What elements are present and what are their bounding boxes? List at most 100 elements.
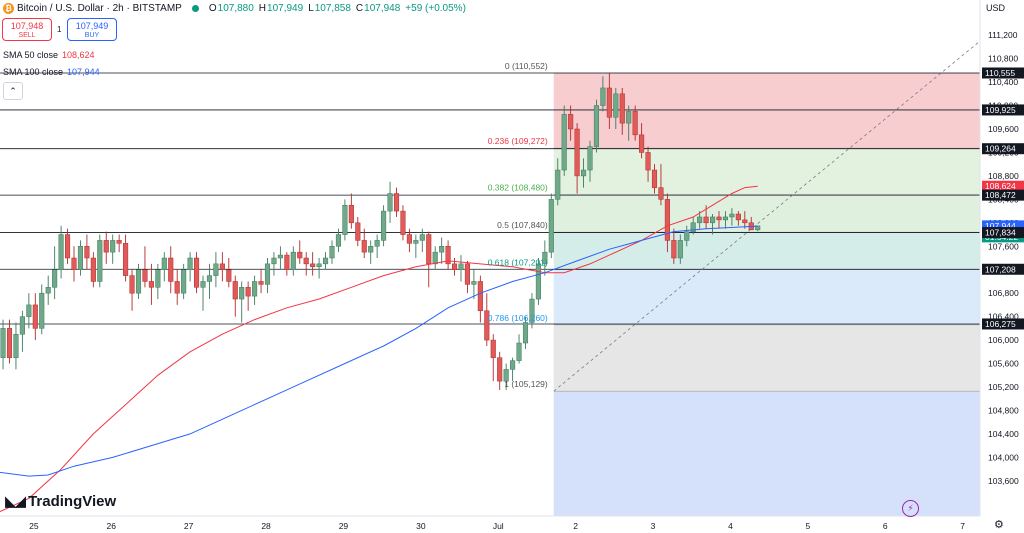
time-axis-background [0, 516, 980, 533]
price-tick-label: 106,400 [988, 312, 1019, 322]
time-tick-label: 25 [29, 521, 39, 531]
candle-body [742, 219, 748, 224]
candle-body [497, 357, 503, 382]
sma50-value: 108,624 [62, 50, 95, 60]
time-tick-label: 6 [883, 521, 888, 531]
gear-icon[interactable]: ⚙ [994, 519, 1004, 531]
candle-body [71, 257, 77, 270]
candle-body [406, 234, 412, 244]
price-axis-badge: 108,472 [982, 189, 1024, 201]
price-axis-badge-text: 106,275 [985, 319, 1016, 329]
candle-body [722, 216, 729, 221]
price-axis-badge-bg [982, 189, 1024, 201]
price-axis-badge: 109,925 [982, 104, 1024, 116]
candle-body [735, 213, 741, 221]
candle-body [239, 287, 245, 300]
tradingview-mark-icon: ◣◢ [5, 493, 26, 510]
fib-zone-0.5 [553, 232, 980, 270]
fib-level-label-1: 1 (105,129) [504, 379, 548, 389]
candle-body [200, 281, 206, 288]
time-tick-label: 2 [573, 521, 578, 531]
ohlc-open-key: O [208, 2, 217, 14]
buy-button[interactable]: 107,949 BUY [67, 18, 117, 41]
time-tick-label: 29 [339, 521, 349, 531]
price-axis-badge-bg [982, 227, 1024, 239]
candle-body [593, 105, 600, 147]
buy-price: 107,949 [75, 21, 109, 31]
fib-level-label-0: 0 (110,552) [505, 61, 548, 71]
candle-body [445, 246, 451, 265]
candle-body [52, 269, 58, 288]
candle-body [432, 251, 438, 265]
candle-body [439, 246, 445, 253]
ohlc-low-key: L [308, 2, 314, 14]
currency-selector[interactable]: USD [986, 3, 1006, 13]
candle-body [426, 234, 432, 265]
candle-body [110, 240, 116, 253]
sma50-line [0, 185, 758, 513]
ohlc-close-key: C [355, 2, 364, 14]
collapse-legend-button[interactable]: ⌃ [3, 82, 23, 100]
candle-body [510, 360, 516, 370]
price-tick-label: 110,400 [988, 77, 1018, 87]
flash-icon[interactable]: ⚡ [902, 500, 919, 517]
sma100-legend[interactable]: SMA 100 close 107,944 [3, 67, 100, 77]
fib-zone-0.618 [553, 269, 980, 325]
price-axis-badge-bg [982, 67, 1024, 79]
candle-body [393, 193, 400, 212]
candle-body [271, 257, 277, 265]
candle-body [155, 269, 161, 288]
symbol-title[interactable]: Bitcoin / U.S. Dollar · 2h · BITSTAMP [17, 2, 182, 14]
candle-body [303, 257, 309, 265]
candle-body [65, 234, 71, 259]
candle-body [677, 240, 683, 259]
candle-body [548, 199, 554, 253]
candle-body [0, 328, 6, 358]
candle-body [400, 210, 406, 235]
candle-body [729, 213, 735, 218]
candle-body [710, 216, 716, 224]
candle-body [232, 281, 238, 300]
candle-body [374, 240, 380, 247]
fib-zone-0.786 [553, 324, 980, 392]
price-tick-label: 106,800 [988, 288, 1019, 298]
price-tick-label: 104,000 [988, 452, 1019, 462]
candle-body [19, 316, 25, 335]
sma100-value: 107,944 [67, 67, 100, 77]
candle-body [626, 111, 632, 124]
sma50-legend[interactable]: SMA 50 close 108,624 [3, 50, 95, 60]
candle-body [535, 263, 541, 300]
sma100-label: SMA 100 close [3, 67, 64, 77]
price-tick-label: 110,800 [988, 54, 1018, 64]
candle-body [45, 287, 51, 294]
buy-label: BUY [84, 32, 100, 39]
candle-body [645, 152, 651, 171]
tradingview-wordmark: TradingView [28, 492, 117, 510]
spread-value: 1 [57, 25, 62, 34]
sma50-label: SMA 50 close [3, 50, 59, 60]
candle-body [387, 193, 393, 212]
candle-body [671, 240, 677, 259]
candle-body [142, 269, 148, 282]
price-tick-label: 105,600 [988, 359, 1019, 369]
candle-body [13, 333, 19, 358]
candle-body [84, 246, 90, 259]
price-axis-badge-text: 107,944 [985, 221, 1016, 231]
candle-body [181, 269, 187, 294]
candle-body [716, 216, 722, 221]
fib-zone-0.382 [553, 194, 980, 233]
price-axis-badge-bg [982, 263, 1024, 275]
price-axis-badge-text: 109,264 [985, 144, 1016, 154]
candle-body [219, 263, 225, 270]
candle-body [297, 251, 303, 259]
time-tick-label: 4 [728, 521, 733, 531]
time-tick-label: 26 [107, 521, 117, 531]
candle-body [26, 304, 32, 317]
candle-body [135, 269, 142, 294]
fib-level-label-0.618: 0.618 (107,201) [488, 258, 548, 268]
candle-body [368, 246, 374, 253]
sell-button[interactable]: 107,948 SELL [2, 18, 52, 41]
time-tick-label: 3 [651, 521, 656, 531]
candle-body [568, 114, 574, 130]
